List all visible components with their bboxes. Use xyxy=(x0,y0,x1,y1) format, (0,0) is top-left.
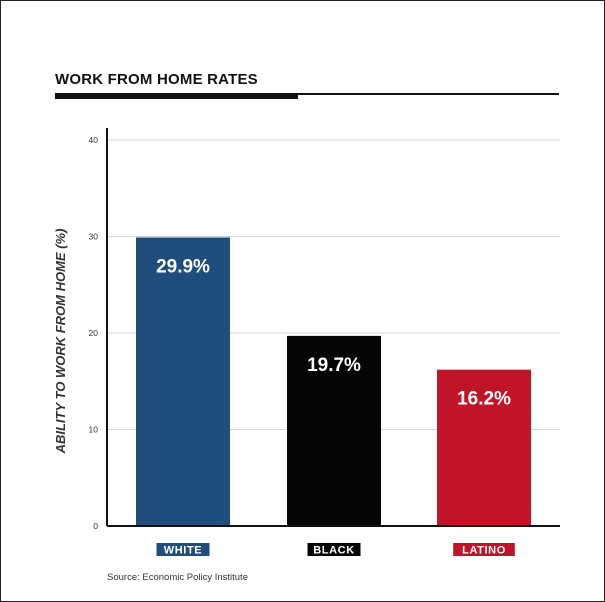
bar-layer: 29.9% 19.7% 16.2% xyxy=(136,237,531,526)
x-tick-label-black: BLACK xyxy=(313,545,355,557)
source-note: Source: Economic Policy Institute xyxy=(107,572,248,583)
category-badge-white xyxy=(156,543,210,556)
y-tick-label-30: 30 xyxy=(89,232,99,242)
bar-latino xyxy=(437,369,531,526)
x-tick-label-latino: LATINO xyxy=(462,545,506,557)
category-badge-latino xyxy=(453,543,515,556)
value-label-black: 19.7% xyxy=(307,355,361,376)
value-label-latino: 16.2% xyxy=(457,389,511,410)
y-tick-label-0: 0 xyxy=(93,521,98,531)
axis-layer: 0 10 20 30 40 WHITE BLACK LATINO xyxy=(89,128,560,557)
chart-title: WORK FROM HOME RATES xyxy=(55,71,258,88)
x-tick-label-white: WHITE xyxy=(164,545,202,557)
y-tick-label-10: 10 xyxy=(89,425,99,435)
bar-white xyxy=(136,237,230,526)
bar-black xyxy=(287,335,381,526)
value-label-white: 29.9% xyxy=(156,256,210,277)
title-rule-thin xyxy=(55,93,559,95)
y-axis-label: ABILITY TO WORK FROM HOME (%) xyxy=(53,229,68,455)
y-tick-label-20: 20 xyxy=(89,328,99,338)
y-tick-label-40: 40 xyxy=(89,135,99,145)
title-rule-thick xyxy=(55,93,298,99)
category-badge-black xyxy=(307,543,361,556)
